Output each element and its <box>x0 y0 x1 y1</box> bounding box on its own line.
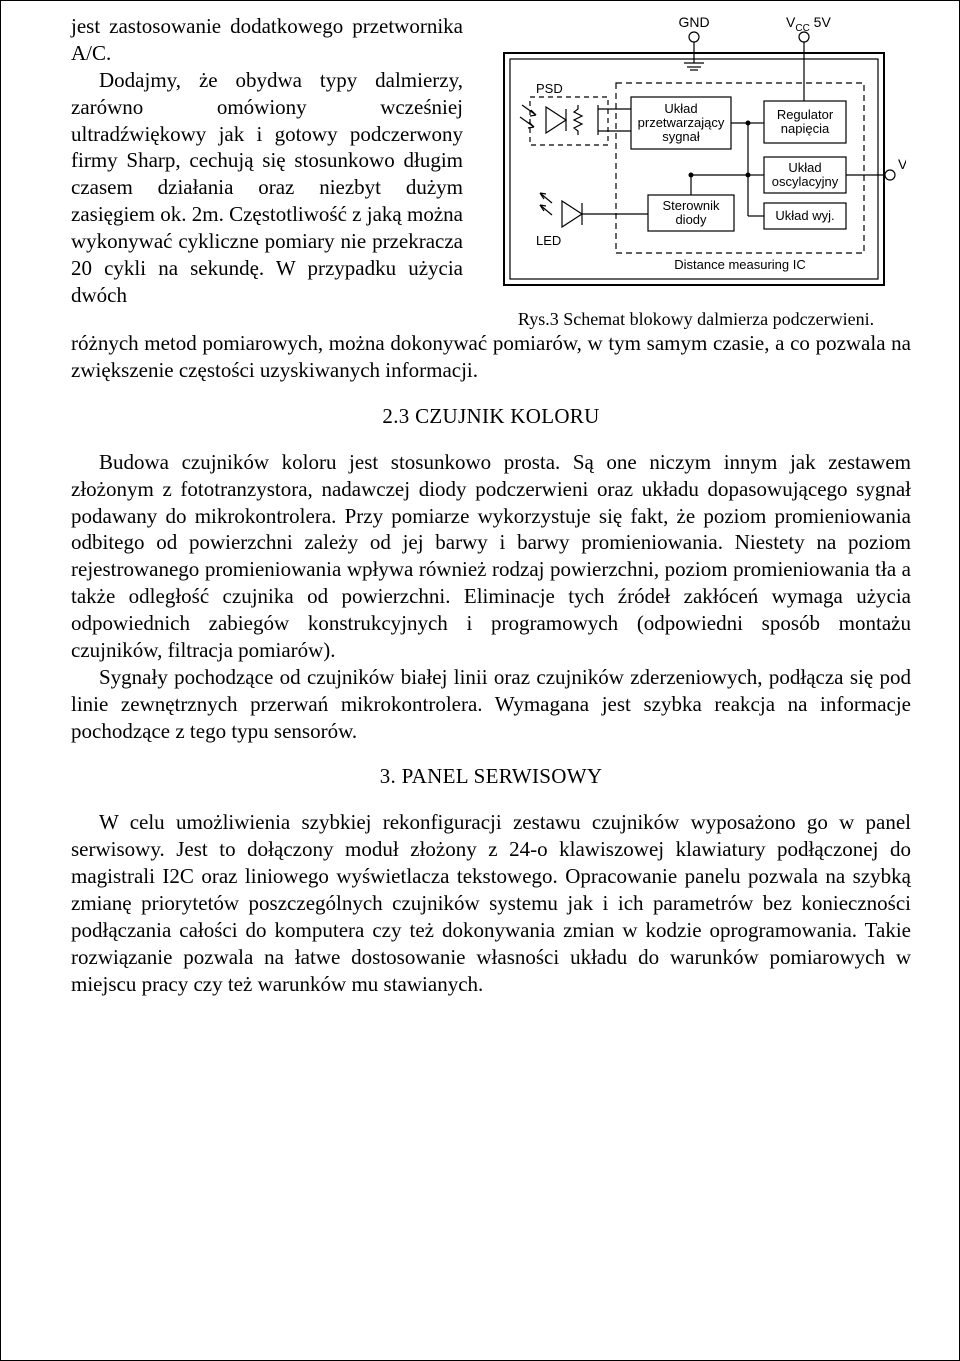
paragraph-4: Sygnały pochodzące od czujników białej l… <box>71 664 911 745</box>
figure-column: GNDVCC 5VDistance measuring ICUkładprzet… <box>481 13 911 330</box>
svg-text:VCC 5V: VCC 5V <box>786 14 831 34</box>
svg-text:Układ: Układ <box>788 160 821 175</box>
paragraph-2b: różnych metod pomiarowych, można dokonyw… <box>71 330 911 384</box>
svg-text:GND: GND <box>678 14 709 30</box>
svg-text:diody: diody <box>675 212 707 227</box>
svg-text:napięcia: napięcia <box>781 121 830 136</box>
svg-text:Układ wyj.: Układ wyj. <box>775 208 834 223</box>
paragraph-3: Budowa czujników koloru jest stosunkowo … <box>71 449 911 664</box>
block-diagram-figure: GNDVCC 5VDistance measuring ICUkładprzet… <box>486 13 906 303</box>
svg-text:Regulator: Regulator <box>777 107 834 122</box>
paragraph-5: W celu umożliwienia szybkiej rekonfigura… <box>71 809 911 997</box>
paragraph-1a: jest zastosowanie dodatkowego przetworni… <box>71 13 463 67</box>
svg-text:oscylacyjny: oscylacyjny <box>772 174 839 189</box>
heading-3: 3. PANEL SERWISOWY <box>71 764 911 789</box>
page: jest zastosowanie dodatkowego przetworni… <box>0 0 960 1361</box>
svg-text:Distance measuring IC: Distance measuring IC <box>674 257 806 272</box>
figure-caption: Rys.3 Schemat blokowy dalmierza podczerw… <box>481 309 911 330</box>
heading-2-3: 2.3 CZUJNIK KOLORU <box>71 404 911 429</box>
svg-text:VO: VO <box>898 156 906 176</box>
svg-text:Sterownik: Sterownik <box>662 198 720 213</box>
svg-text:Układ: Układ <box>664 101 697 116</box>
paragraph-2a: Dodajmy, że obydwa typy dalmierzy, zarów… <box>71 67 463 309</box>
svg-text:PSD: PSD <box>536 81 563 96</box>
left-text-column: jest zastosowanie dodatkowego przetworni… <box>71 13 463 309</box>
svg-text:LED: LED <box>536 233 561 248</box>
wrap-columns: jest zastosowanie dodatkowego przetworni… <box>71 13 911 330</box>
svg-text:przetwarzający: przetwarzający <box>638 115 725 130</box>
svg-text:sygnał: sygnał <box>662 129 700 144</box>
